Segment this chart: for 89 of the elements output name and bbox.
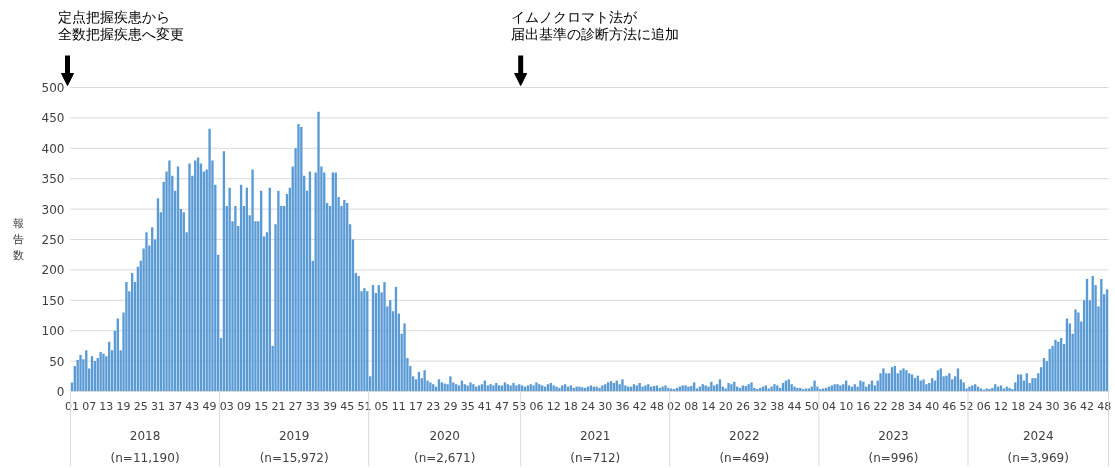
- x-tick-label: 16: [856, 399, 871, 413]
- text: 全数把握疾患へ変更: [57, 25, 184, 42]
- x-tick-label: 19: [116, 399, 131, 413]
- x-tick-label: 45: [340, 399, 355, 413]
- x-tick-label: 21: [271, 399, 286, 413]
- x-tick-label: 28: [890, 399, 905, 413]
- y-tick-label: 500: [41, 81, 65, 95]
- text: 2019: [278, 429, 310, 443]
- x-tick-label: 03: [219, 399, 234, 413]
- x-tick-label: 31: [150, 399, 165, 413]
- x-tick-label: 39: [323, 399, 337, 413]
- text: (n=712): [570, 450, 621, 465]
- text: (n=3,969): [1007, 450, 1069, 465]
- x-tick-label: 24: [581, 399, 596, 413]
- text: (n=2,671): [414, 450, 476, 465]
- x-tick-label: 23: [426, 399, 441, 413]
- text: 2023: [878, 429, 909, 443]
- x-tick-label: 40: [925, 399, 940, 413]
- text: イムノクロマト法が: [510, 8, 638, 25]
- x-tick-label: 07: [82, 399, 97, 413]
- y-axis-title: 報告数: [12, 217, 24, 262]
- x-tick-label: 05: [374, 399, 389, 413]
- x-tick-label: 47: [495, 399, 510, 413]
- x-tick-label: 12: [546, 399, 561, 413]
- x-tick-label: 15: [254, 399, 269, 413]
- y-tick-label: 200: [41, 263, 65, 278]
- text: 届出基準の診断方法に追加: [510, 25, 679, 42]
- x-tick-label: 17: [409, 399, 424, 413]
- x-tick-label: 24: [1028, 399, 1043, 413]
- text: 2024: [1022, 429, 1054, 443]
- y-tick-label: 250: [41, 233, 65, 247]
- x-tick-label: 48: [649, 399, 664, 413]
- x-tick-label: 33: [305, 399, 320, 413]
- y-tick-label: 350: [41, 172, 65, 187]
- x-tick-label: 22: [873, 399, 888, 413]
- y-tick-label: 50: [49, 354, 65, 369]
- x-tick-label: 50: [804, 399, 819, 413]
- y-tick-label: 0: [56, 385, 65, 399]
- x-tick-label: 26: [735, 399, 750, 413]
- x-tick-label: 42: [632, 399, 647, 413]
- text: (n=469): [719, 450, 770, 465]
- x-tick-label: 36: [615, 399, 630, 413]
- y-tick-label: 450: [41, 111, 65, 126]
- text: 2021: [579, 429, 611, 443]
- text: 2022: [729, 429, 760, 443]
- x-tick-label: 08: [684, 399, 699, 413]
- x-tick-label: 30: [1045, 399, 1060, 413]
- x-tick-label: 18: [1011, 399, 1026, 413]
- y-tick-label: 400: [41, 141, 65, 156]
- y-tick-label: 150: [41, 293, 65, 308]
- x-tick-label: 41: [477, 399, 492, 413]
- x-tick-label: 14: [701, 399, 716, 413]
- x-tick-label: 37: [168, 399, 183, 413]
- x-tick-label: 12: [993, 399, 1008, 413]
- x-tick-label: 30: [598, 399, 613, 413]
- x-tick-label: 13: [99, 399, 114, 413]
- text: (n=996): [868, 450, 919, 465]
- x-tick-label: 09: [236, 399, 251, 413]
- x-tick-label: 52: [959, 399, 974, 413]
- y-tick-label: 300: [41, 202, 65, 217]
- text: 2020: [429, 429, 460, 443]
- x-tick-label: 49: [202, 399, 217, 413]
- x-tick-label: 02: [667, 399, 682, 413]
- text: 定点把握疾患から: [57, 8, 170, 25]
- x-tick-label: 18: [563, 399, 578, 413]
- x-tick-label: 42: [1080, 399, 1094, 413]
- text: (n=11,190): [110, 450, 180, 465]
- x-tick-label: 06: [976, 399, 991, 413]
- x-tick-label: 27: [288, 399, 303, 413]
- x-tick-label: 25: [133, 399, 148, 413]
- x-tick-label: 44: [787, 399, 802, 413]
- x-tick-label: 34: [907, 399, 922, 413]
- text: 2018: [129, 429, 161, 443]
- x-tick-label: 32: [753, 399, 768, 413]
- x-tick-label: 36: [1062, 399, 1077, 413]
- x-tick-label: 04: [821, 399, 836, 413]
- x-tick-label: 43: [185, 399, 200, 413]
- x-tick-label: 51: [357, 399, 372, 413]
- x-tick-label: 10: [839, 399, 854, 413]
- x-tick-label: 29: [443, 399, 458, 413]
- x-tick-label: 35: [460, 399, 475, 413]
- x-tick-label: 06: [529, 399, 544, 413]
- x-tick-label: 20: [718, 399, 733, 413]
- x-tick-label: 38: [770, 399, 785, 413]
- text: (n=15,972): [259, 450, 329, 465]
- x-tick-label: 53: [512, 399, 527, 413]
- y-tick-label: 100: [41, 324, 65, 339]
- x-tick-label: 11: [391, 399, 406, 413]
- x-tick-label: 46: [942, 399, 957, 413]
